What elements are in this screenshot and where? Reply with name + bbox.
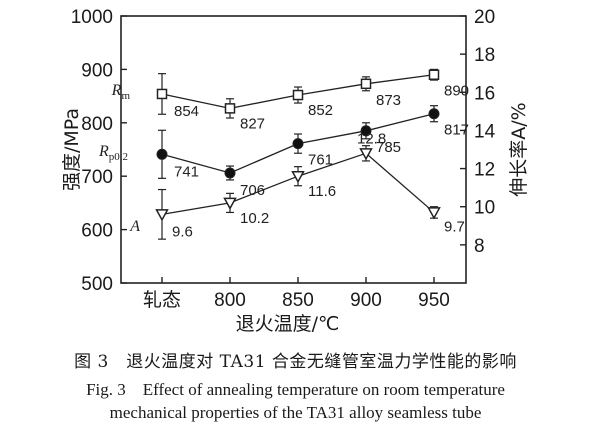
plot-frame [120,15,467,284]
series-label-rm: Rm [111,82,131,102]
x-axis-tick-label: 800 [214,290,246,311]
data-point-a [155,209,169,222]
data-point-rp0-2 [292,138,304,150]
data-point-a [359,148,373,161]
figure-caption-en-line-2: mechanical properties of the TA31 alloy … [109,403,482,422]
left-axis-tick-label: 600 [81,221,113,242]
data-point-a [223,197,237,210]
right-axis-tick-label: 18 [474,45,495,66]
data-point-rp0-2 [224,167,236,179]
left-axis-title: 强度/MPa [61,108,83,191]
left-axis-tick-label: 700 [81,167,113,188]
chart: 500 600 700 800 900 1000 8 10 12 14 16 18 20 轧态 800 850… [61,7,530,335]
series-label-a: A [129,218,140,235]
data-label-rp0-2: 706 [240,182,265,199]
data-point-rm [292,89,304,101]
right-axis-tick-label: 20 [474,7,495,28]
data-label-rm: 852 [308,102,333,119]
data-label-rp0-2: 741 [174,163,199,180]
data-point-rm [156,88,168,100]
data-label-rm: 854 [174,103,199,120]
right-axis-tick-label: 14 [474,121,496,142]
x-axis-tick-label: 轧态 [143,289,181,311]
left-axis-tick-label: 1000 [71,7,113,28]
data-label-rm: 873 [376,92,401,109]
data-label-a: 10.2 [240,210,269,227]
right-axis-title: 伸长率A/% [508,102,530,196]
data-label-a: 11.6 [308,183,336,200]
right-axis-tick-label: 16 [474,83,495,104]
data-label-a: 9.6 [172,223,193,240]
x-axis-tick-label: 950 [418,290,450,311]
x-axis-title: 退火温度/℃ [236,313,340,335]
data-point-rp0-2 [156,148,168,160]
data-label-rp0-2: 761 [308,152,333,169]
right-axis-tick-label: 12 [474,160,495,181]
x-axis-tick-label: 900 [350,290,382,311]
data-label-a: 12.8 [357,130,386,147]
left-axis-tick-label: 800 [81,114,113,135]
data-label-rm: 890 [444,83,469,100]
left-axis-tick-label: 900 [81,60,113,81]
data-point-rm [360,78,372,90]
data-point-a [427,207,441,220]
data-label-rp0-2: 785 [376,139,401,156]
series-label-rp0-2: Rp0.2 [98,143,128,163]
data-point-rm [428,69,440,80]
data-label-rm: 827 [240,115,265,132]
data-point-rm [224,103,236,114]
right-axis-tick-label: 8 [474,236,485,257]
x-axis-tick-label: 850 [282,290,314,311]
data-point-rp0-2 [428,108,440,120]
data-label-rp0-2: 817 [444,122,469,139]
figure-caption-en-line-1: Fig. 3 Effect of annealing temperature o… [86,380,505,399]
left-axis-tick-label: 500 [81,274,113,295]
figure-caption-zh: 图 3 退火温度对 TA31 合金无缝管室温力学性能的影响 [74,352,517,372]
data-point-a [291,170,305,184]
right-axis-tick-label: 10 [474,198,495,219]
data-label-a: 9.7 [444,218,465,235]
data-point-rp0-2 [360,125,372,137]
